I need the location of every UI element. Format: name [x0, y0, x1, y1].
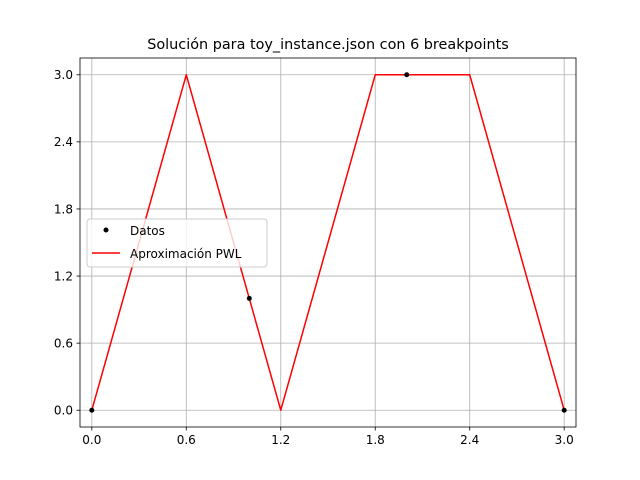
legend-marker-datos [103, 227, 109, 233]
y-tick-label: 1.8 [54, 202, 73, 216]
y-tick-label: 2.4 [54, 135, 73, 149]
x-tick-label: 0.0 [82, 433, 101, 447]
y-tick-label: 3.0 [54, 68, 73, 82]
x-tick-label: 3.0 [555, 433, 574, 447]
x-tick-label: 1.2 [271, 433, 290, 447]
legend-label-datos: Datos [130, 224, 165, 238]
x-tick-label: 0.6 [177, 433, 196, 447]
grid [80, 58, 576, 427]
plot-frame [79, 57, 577, 428]
y-tick-label: 1.2 [54, 269, 73, 283]
x-axis-ticks: 0.0 0.6 1.2 1.8 2.4 3.0 [82, 427, 574, 447]
data-point [89, 407, 95, 413]
y-tick-label: 0.6 [54, 336, 73, 350]
legend: Datos Aproximación PWL [86, 218, 268, 268]
plot-series [89, 72, 567, 413]
y-axis-ticks: 0.0 0.6 1.2 1.8 2.4 3.0 [54, 68, 80, 418]
x-tick-label: 2.4 [460, 433, 479, 447]
legend-box [86, 218, 268, 268]
pwl-series-line [91, 74, 565, 411]
data-point [561, 407, 567, 413]
data-point [246, 295, 252, 301]
legend-label-pwl: Aproximación PWL [130, 247, 242, 261]
y-tick-label: 0.0 [54, 404, 73, 418]
chart-title: Solución para toy_instance.json con 6 br… [147, 37, 509, 53]
x-tick-label: 1.8 [366, 433, 385, 447]
data-point [404, 72, 410, 78]
